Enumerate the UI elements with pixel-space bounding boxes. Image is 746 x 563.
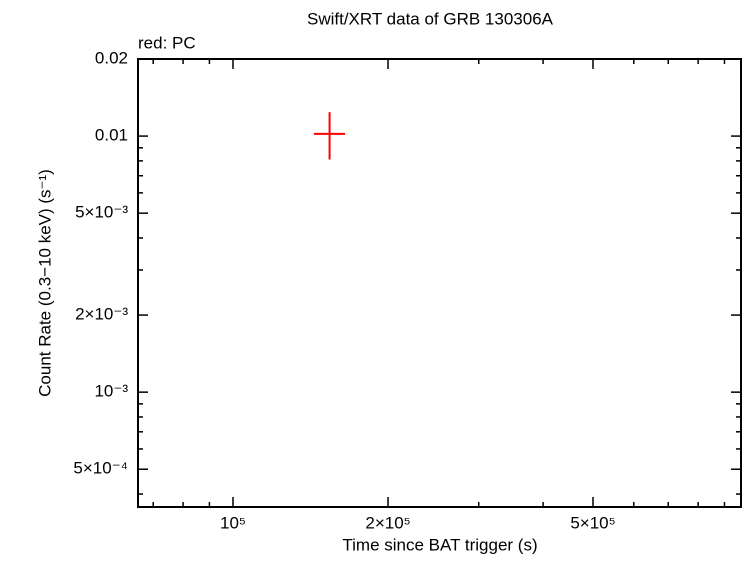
y-tick-label: 0.01 xyxy=(95,126,128,145)
y-tick-label: 10⁻³ xyxy=(94,382,128,401)
chart-title: Swift/XRT data of GRB 130306A xyxy=(307,9,554,28)
y-tick-label: 0.02 xyxy=(95,48,128,67)
x-tick-label: 5×10⁵ xyxy=(570,513,615,532)
x-tick-label: 2×10⁵ xyxy=(365,513,410,532)
subtitle: red: PC xyxy=(138,33,196,52)
x-axis-label: Time since BAT trigger (s) xyxy=(342,535,537,554)
y-tick-label: 5×10⁻⁴ xyxy=(73,459,128,478)
y-tick-label: 5×10⁻³ xyxy=(75,203,128,222)
y-tick-label: 2×10⁻³ xyxy=(75,305,128,324)
plot-frame xyxy=(137,58,742,508)
y-axis-label: Count Rate (0.3−10 keV) (s⁻¹) xyxy=(35,169,54,397)
x-tick-label: 10⁵ xyxy=(220,513,246,532)
